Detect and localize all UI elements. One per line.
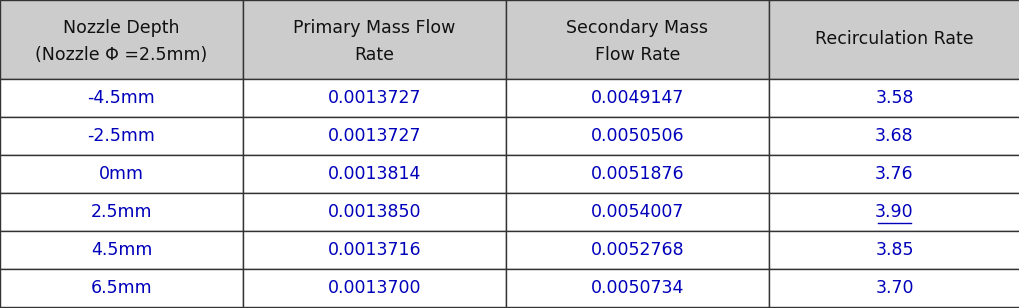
Bar <box>768 79 1019 117</box>
Text: Flow Rate: Flow Rate <box>594 46 680 64</box>
Bar <box>768 117 1019 155</box>
Bar <box>0 269 243 307</box>
Text: 3.58: 3.58 <box>874 89 913 107</box>
Bar <box>505 155 768 193</box>
Bar <box>768 231 1019 269</box>
Bar <box>243 193 505 231</box>
Bar <box>505 117 768 155</box>
Text: Rate: Rate <box>355 46 394 64</box>
Text: 0.0013814: 0.0013814 <box>327 165 421 183</box>
Text: 2.5mm: 2.5mm <box>91 203 152 221</box>
Bar <box>0 155 243 193</box>
Bar <box>243 231 505 269</box>
Bar <box>768 193 1019 231</box>
Bar <box>768 269 1019 307</box>
Text: 0mm: 0mm <box>99 165 144 183</box>
Text: 0.0051876: 0.0051876 <box>590 165 684 183</box>
Bar <box>505 269 768 307</box>
Text: 3.76: 3.76 <box>874 165 913 183</box>
Bar <box>243 117 505 155</box>
Text: 3.85: 3.85 <box>874 241 913 259</box>
Bar <box>0 79 243 117</box>
Text: 0.0049147: 0.0049147 <box>590 89 684 107</box>
Bar <box>505 79 768 117</box>
Text: (Nozzle Φ =2.5mm): (Nozzle Φ =2.5mm) <box>36 46 208 64</box>
Text: 3.90: 3.90 <box>874 203 913 221</box>
Text: 3.70: 3.70 <box>874 279 913 297</box>
Bar <box>243 0 505 79</box>
Bar <box>505 193 768 231</box>
Text: 0.0054007: 0.0054007 <box>590 203 684 221</box>
Text: Secondary Mass: Secondary Mass <box>566 19 708 37</box>
Text: 0.0052768: 0.0052768 <box>590 241 684 259</box>
Text: 0.0013727: 0.0013727 <box>327 127 421 145</box>
Bar <box>505 231 768 269</box>
Bar <box>243 155 505 193</box>
Text: 0.0050506: 0.0050506 <box>590 127 684 145</box>
Bar <box>0 231 243 269</box>
Text: 0.0013850: 0.0013850 <box>327 203 421 221</box>
Text: -2.5mm: -2.5mm <box>88 127 155 145</box>
Bar <box>243 269 505 307</box>
Text: Primary Mass Flow: Primary Mass Flow <box>293 19 455 37</box>
Text: Nozzle Depth: Nozzle Depth <box>63 19 179 37</box>
Text: 0.0013716: 0.0013716 <box>327 241 421 259</box>
Bar <box>505 0 768 79</box>
Text: 0.0050734: 0.0050734 <box>590 279 684 297</box>
Text: 4.5mm: 4.5mm <box>91 241 152 259</box>
Bar <box>768 0 1019 79</box>
Bar <box>0 117 243 155</box>
Text: 6.5mm: 6.5mm <box>91 279 152 297</box>
Text: 0.0013727: 0.0013727 <box>327 89 421 107</box>
Text: 3.68: 3.68 <box>874 127 913 145</box>
Bar <box>243 79 505 117</box>
Bar <box>768 155 1019 193</box>
Text: 0.0013700: 0.0013700 <box>327 279 421 297</box>
Bar <box>0 0 243 79</box>
Text: Recirculation Rate: Recirculation Rate <box>814 30 973 48</box>
Bar <box>0 193 243 231</box>
Text: -4.5mm: -4.5mm <box>88 89 155 107</box>
